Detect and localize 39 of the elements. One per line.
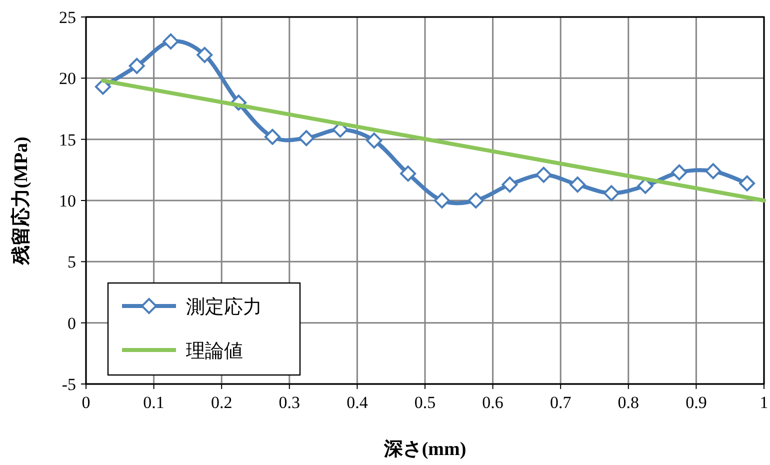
y-tick-label: 0 [68, 314, 76, 333]
legend-label: 理論値 [186, 341, 243, 362]
x-tick-label: 0.1 [143, 393, 164, 412]
x-tick-label: 0.8 [618, 393, 640, 412]
y-tick-label: 20 [59, 69, 76, 88]
point [671, 164, 688, 180]
point [94, 78, 111, 95]
x-tick-label: 0.4 [346, 393, 368, 412]
y-axis-title: 残留応力(MPa) [10, 136, 32, 266]
x-tick-label: 0.5 [414, 393, 436, 412]
point [468, 192, 484, 208]
point [400, 166, 416, 182]
point [502, 176, 518, 193]
point [603, 185, 620, 202]
point [196, 46, 213, 63]
x-tick-label: 0.6 [482, 393, 504, 412]
point [705, 163, 722, 180]
point [264, 128, 280, 145]
point [570, 176, 586, 193]
point [128, 58, 145, 74]
legend-label: 測定応力 [186, 296, 262, 318]
point [739, 175, 756, 192]
point [366, 132, 382, 149]
y-tick-label: 5 [68, 252, 76, 272]
x-tick-label: 1 [760, 393, 768, 412]
point [298, 130, 314, 146]
y-tick-label: 10 [59, 192, 76, 210]
x-tick-label: 0 [82, 393, 90, 412]
y-tick-label: 15 [59, 130, 76, 150]
y-tick-label: 25 [59, 8, 76, 27]
x-tick-label: 0.7 [550, 393, 572, 412]
point [162, 33, 179, 50]
point [536, 166, 552, 183]
x-axis-title: 深さ(mm) [382, 439, 466, 460]
x-tick-label: 0.9 [686, 393, 707, 412]
point [434, 192, 450, 208]
x-tick-label: 0.2 [210, 393, 232, 412]
x-tick-label: 0.3 [278, 393, 300, 412]
y-tick-label: -5 [62, 375, 76, 394]
